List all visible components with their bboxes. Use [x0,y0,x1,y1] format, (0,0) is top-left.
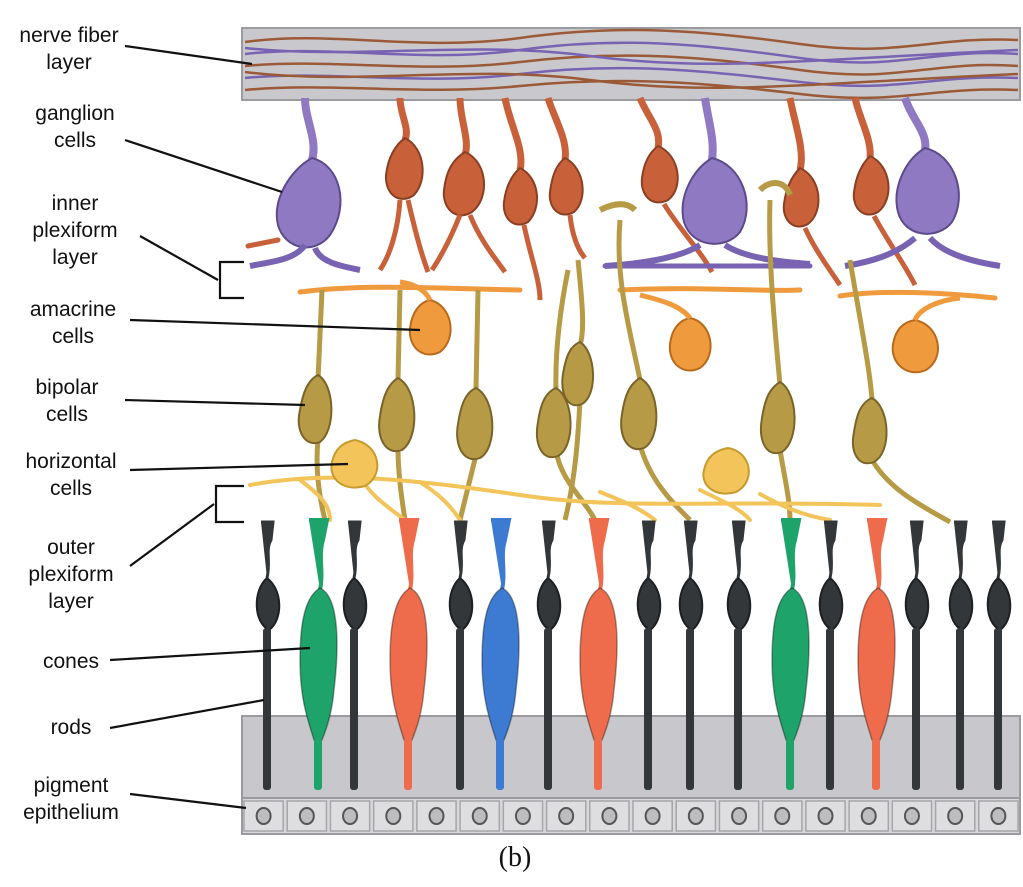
label-ganglion-cells: ganglion cells [10,100,140,154]
pigment-epithelium-cell-icon [459,800,501,832]
ganglion-cells [249,96,1001,301]
label-line: amacrine [29,298,117,321]
cone-cell-icon [389,518,428,790]
label-line: bipolar [35,376,99,399]
figure-caption: (b) [498,842,532,873]
bipolar-cell-icon [378,289,416,521]
bipolar-cell-icon [561,259,595,521]
rod-cell-icon [726,520,752,790]
label-line: cells [53,129,96,152]
label-line: plexiform [28,563,114,586]
pigment-epithelium-cell-icon [934,800,976,832]
rod-cell-icon [904,520,930,790]
label-line: cells [45,403,88,426]
label-amacrine-cells: amacrine cells [8,296,138,350]
cone-cell-icon [771,518,810,790]
label-pigment-epithelium: pigment epithelium [6,772,136,826]
label-line: layer [48,590,94,613]
ganglion-cell-icon [377,97,431,273]
pigment-epithelium-cell-icon [545,800,587,832]
label-line: ganglion [35,102,115,125]
pigment-epithelium-cell-icon [675,800,717,832]
bipolar-cells [297,180,952,525]
label-rods: rods [6,714,136,741]
pigment-epithelium-cell-icon [978,800,1019,832]
pigment-epithelium-cell-icon [329,800,371,832]
cone-cell-icon [299,518,338,790]
pigment-epithelium-cell-icon [891,800,933,832]
photoreceptor-outer-segment-layer [241,715,1021,799]
label-outer-plexiform-layer: outer plexiform layer [6,534,136,615]
ganglion-cell-icon [429,97,508,274]
bipolar-cell-icon [598,180,793,213]
pigment-epithelium-cell-icon [805,800,846,832]
cone-cell-icon [579,518,618,790]
label-line: epithelium [23,801,119,824]
label-line: cones [42,650,100,673]
leader-lines [109,44,421,810]
rod-cell-icon [948,520,974,790]
pigment-epithelium-cell-icon [718,800,760,832]
pigment-epithelium-cell-icon [243,800,284,832]
label-line: horizontal [25,450,117,473]
pigment-epithelium [241,797,1021,835]
horizontal-cell-icon [702,446,750,495]
amacrine-cell-icon [639,292,712,372]
pigment-epithelium-cell-icon [502,800,544,832]
rod-cell-icon [678,520,704,790]
ganglion-cell-icon [544,96,587,260]
pigment-epithelium-cell-icon [372,800,414,832]
label-horizontal-cells: horizontal cells [6,448,136,502]
bipolar-cell-icon [297,289,333,521]
rod-cell-icon [818,520,844,790]
label-nerve-fiber-layer: nerve fiber layer [4,22,134,76]
amacrine-cells [399,279,961,374]
label-cones: cones [6,648,136,675]
ganglion-cell-icon [782,97,843,287]
bipolar-cell-icon [616,219,692,522]
label-line: layer [46,51,92,74]
nerve-fiber-layer [241,27,1021,101]
photoreceptors [255,518,1012,790]
label-bipolar-cells: bipolar cells [2,374,132,428]
label-line: plexiform [32,219,118,242]
rod-cell-icon [448,520,474,790]
pigment-epithelium-cell-icon [416,800,457,832]
label-line: outer [47,536,95,559]
bipolar-cell-icon [847,259,952,525]
rod-cell-icon [986,520,1012,790]
label-line: nerve fiber [19,24,119,47]
horizontal-cells [248,438,882,522]
pigment-epithelium-cell-icon [632,800,673,832]
label-line: rods [50,716,92,739]
cone-cell-icon [481,518,520,790]
ganglion-cell-icon [851,97,918,287]
horizontal-cell-icon [330,438,379,489]
pigment-epithelium-cell-icon [589,800,630,832]
cone-cell-icon [857,518,896,790]
ganglion-cell-icon [636,96,715,274]
ganglion-cell-icon [604,97,811,269]
bipolar-cell-icon [760,199,796,521]
label-line: inner [51,192,99,215]
label-line: layer [52,246,98,269]
rod-cell-icon [536,520,562,790]
ganglion-cell-icon [249,97,361,273]
rod-cell-icon [342,520,368,790]
label-line: cells [49,477,92,500]
pigment-epithelium-cell-icon [761,800,803,832]
pigment-epithelium-cell-icon [848,800,890,832]
amacrine-cell-icon [399,279,452,356]
rod-cell-icon [255,520,281,790]
pigment-epithelium-cell-icon [286,800,328,832]
ganglion-cell-icon [501,97,543,301]
amacrine-cell-icon [891,295,961,374]
label-line: pigment [33,774,109,797]
label-line: cells [51,325,94,348]
rod-cell-icon [636,520,662,790]
label-inner-plexiform-layer: inner plexiform layer [10,190,140,271]
